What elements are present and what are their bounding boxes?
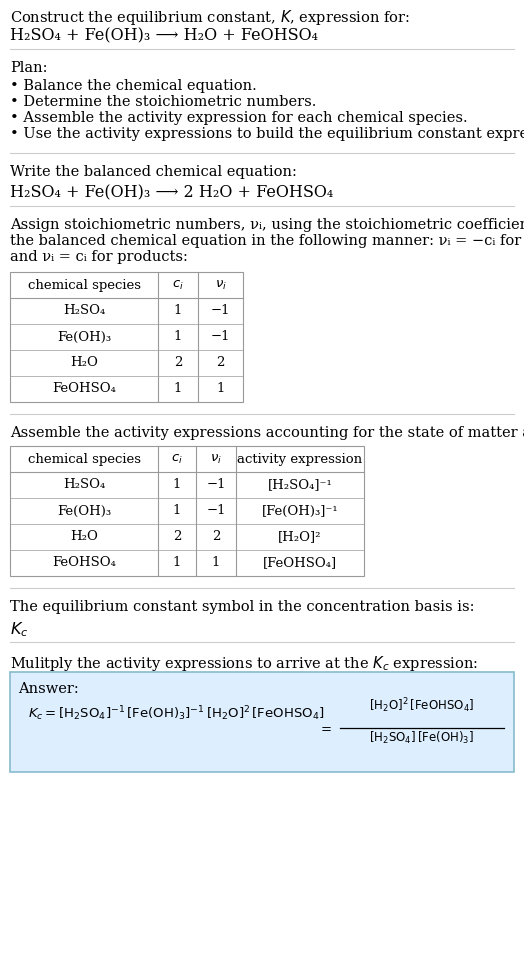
Text: H₂SO₄: H₂SO₄	[63, 304, 105, 318]
Text: 1: 1	[212, 557, 220, 569]
Text: −1: −1	[206, 478, 226, 492]
Text: Fe(OH)₃: Fe(OH)₃	[57, 504, 111, 518]
Text: Fe(OH)₃: Fe(OH)₃	[57, 330, 111, 344]
Text: H₂O: H₂O	[70, 530, 98, 544]
FancyBboxPatch shape	[10, 672, 514, 772]
Text: [FeOHSO₄]: [FeOHSO₄]	[263, 557, 337, 569]
Text: 2: 2	[173, 530, 181, 544]
Text: [Fe(OH)₃]⁻¹: [Fe(OH)₃]⁻¹	[261, 504, 339, 518]
Text: $\nu_i$: $\nu_i$	[210, 453, 222, 465]
Text: 2: 2	[216, 357, 225, 369]
Text: • Assemble the activity expression for each chemical species.: • Assemble the activity expression for e…	[10, 111, 467, 125]
Text: Answer:: Answer:	[18, 682, 79, 696]
Text: $K_c$: $K_c$	[10, 620, 28, 638]
Text: chemical species: chemical species	[27, 278, 140, 292]
Text: The equilibrium constant symbol in the concentration basis is:: The equilibrium constant symbol in the c…	[10, 600, 475, 614]
Text: H₂SO₄: H₂SO₄	[63, 478, 105, 492]
Text: 1: 1	[173, 478, 181, 492]
Text: and νᵢ = cᵢ for products:: and νᵢ = cᵢ for products:	[10, 250, 188, 264]
Text: FeOHSO₄: FeOHSO₄	[52, 557, 116, 569]
Text: 2: 2	[212, 530, 220, 544]
Text: Write the balanced chemical equation:: Write the balanced chemical equation:	[10, 165, 297, 179]
Text: H₂O: H₂O	[70, 357, 98, 369]
Text: 2: 2	[174, 357, 182, 369]
Text: the balanced chemical equation in the following manner: νᵢ = −cᵢ for reactants: the balanced chemical equation in the fo…	[10, 234, 524, 248]
Text: Assign stoichiometric numbers, νᵢ, using the stoichiometric coefficients, cᵢ, fr: Assign stoichiometric numbers, νᵢ, using…	[10, 218, 524, 232]
Text: H₂SO₄ + Fe(OH)₃ ⟶ H₂O + FeOHSO₄: H₂SO₄ + Fe(OH)₃ ⟶ H₂O + FeOHSO₄	[10, 27, 318, 44]
Text: • Use the activity expressions to build the equilibrium constant expression.: • Use the activity expressions to build …	[10, 127, 524, 141]
Text: $K_c = [\mathrm{H_2SO_4}]^{-1}\,[\mathrm{Fe(OH)_3}]^{-1}\,[\mathrm{H_2O}]^{2}\,[: $K_c = [\mathrm{H_2SO_4}]^{-1}\,[\mathrm…	[28, 704, 324, 723]
Text: 1: 1	[174, 304, 182, 318]
Text: Mulitply the activity expressions to arrive at the $K_c$ expression:: Mulitply the activity expressions to arr…	[10, 654, 478, 673]
Bar	[10, 272, 243, 402]
Text: Assemble the activity expressions accounting for the state of matter and νᵢ:: Assemble the activity expressions accoun…	[10, 426, 524, 440]
Text: FeOHSO₄: FeOHSO₄	[52, 383, 116, 395]
Text: • Determine the stoichiometric numbers.: • Determine the stoichiometric numbers.	[10, 95, 316, 109]
Text: −1: −1	[211, 304, 230, 318]
Text: $[\mathrm{H_2SO_4}]\,[\mathrm{Fe(OH)_3}]$: $[\mathrm{H_2SO_4}]\,[\mathrm{Fe(OH)_3}]…	[369, 730, 475, 746]
Text: • Balance the chemical equation.: • Balance the chemical equation.	[10, 79, 257, 93]
Text: 1: 1	[174, 330, 182, 344]
Text: 1: 1	[174, 383, 182, 395]
Text: [H₂O]²: [H₂O]²	[278, 530, 322, 544]
Text: H₂SO₄ + Fe(OH)₃ ⟶ 2 H₂O + FeOHSO₄: H₂SO₄ + Fe(OH)₃ ⟶ 2 H₂O + FeOHSO₄	[10, 184, 333, 201]
Text: −1: −1	[211, 330, 230, 344]
Text: 1: 1	[173, 504, 181, 518]
Text: −1: −1	[206, 504, 226, 518]
Text: $[\mathrm{H_2O}]^2\,[\mathrm{FeOHSO_4}]$: $[\mathrm{H_2O}]^2\,[\mathrm{FeOHSO_4}]$	[369, 697, 475, 715]
Text: 1: 1	[216, 383, 225, 395]
Bar	[10, 446, 364, 576]
Text: Construct the equilibrium constant, $K$, expression for:: Construct the equilibrium constant, $K$,…	[10, 8, 410, 27]
Text: chemical species: chemical species	[27, 453, 140, 465]
Text: Plan:: Plan:	[10, 61, 48, 75]
Text: $c_i$: $c_i$	[171, 453, 183, 465]
Text: $=$: $=$	[318, 722, 332, 735]
Text: $c_i$: $c_i$	[172, 278, 184, 292]
Text: 1: 1	[173, 557, 181, 569]
Text: [H₂SO₄]⁻¹: [H₂SO₄]⁻¹	[268, 478, 332, 492]
Text: activity expression: activity expression	[237, 453, 363, 465]
Text: $\nu_i$: $\nu_i$	[214, 278, 226, 292]
